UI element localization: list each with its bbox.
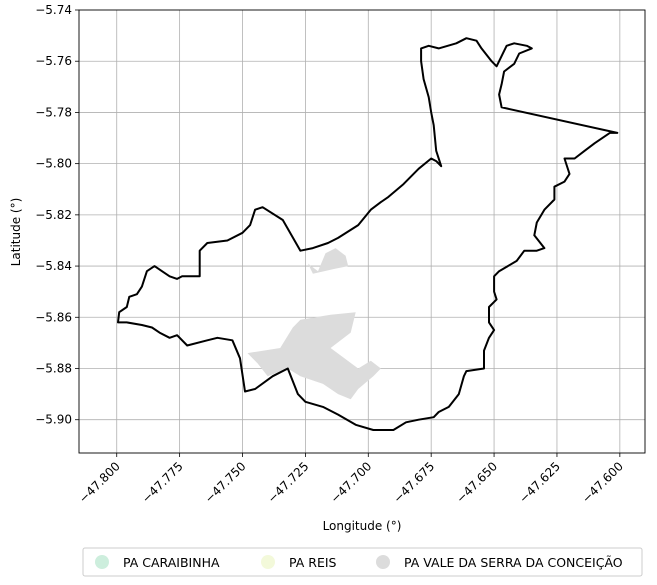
municipal-boundary [117,37,619,431]
region-vale-da-serra-polygon [307,248,349,274]
y-axis-ticks: −5.74 −5.76 −5.78 −5.80 −5.82 −5.84 −5.86 −5.88… [35,3,79,427]
y-tick-label: −5.84 [35,259,72,273]
x-tick-label: −47.750 [202,459,249,506]
boundary-outline [117,37,619,431]
legend-label-caraibinha: PA CARAIBINHA [123,555,220,570]
legend-label-reis: PA REIS [289,555,337,570]
x-axis-ticks: −47.800 −47.775 −47.750 −47.725 −47.700 −47.6… [76,453,626,506]
y-axis-label: Latitude (°) [9,198,23,267]
legend-marker-vale-da-serra [376,555,390,569]
region-vale-da-serra-polygon [247,312,381,400]
y-tick-label: −5.80 [35,157,72,171]
y-tick-label: −5.86 [35,310,72,324]
x-tick-label: −47.700 [328,459,375,506]
legend: PA CARAIBINHA PA REIS PA VALE DA SERRA D… [82,547,643,577]
x-tick-label: −47.675 [391,459,438,506]
y-tick-label: −5.76 [35,54,72,68]
plot-background [79,10,645,453]
x-tick-label: −47.800 [76,459,123,506]
grid-lines [79,10,645,453]
settlement-regions [247,248,381,400]
y-tick-label: −5.82 [35,208,72,222]
legend-marker-caraibinha [95,555,109,569]
legend-frame [82,547,643,577]
plot-frame [78,9,646,454]
legend-label-vale-da-serra: PA VALE DA SERRA DA CONCEIÇÃO [404,555,623,570]
x-tick-label: −47.600 [579,459,626,506]
x-tick-label: −47.775 [139,459,186,506]
y-tick-label: −5.88 [35,361,72,375]
legend-marker-reis [261,555,275,569]
y-tick-label: −5.74 [35,3,72,17]
y-tick-label: −5.90 [35,413,72,427]
x-tick-label: −47.650 [453,459,500,506]
x-tick-label: −47.625 [516,459,563,506]
x-axis-label: Longitude (°) [323,519,402,533]
x-tick-label: −47.725 [265,459,312,506]
y-tick-label: −5.78 [35,105,72,119]
